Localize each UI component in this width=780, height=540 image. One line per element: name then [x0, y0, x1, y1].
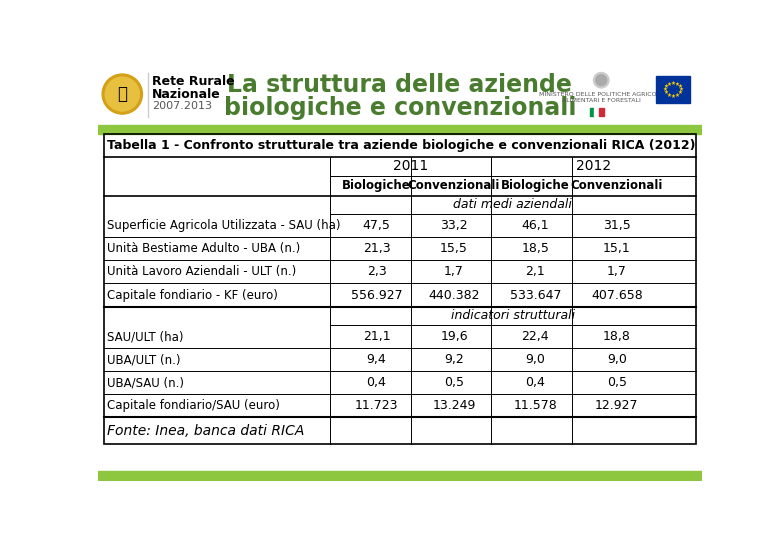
- Text: 15,5: 15,5: [440, 242, 468, 255]
- Text: ★: ★: [679, 87, 683, 92]
- Text: ★: ★: [667, 93, 672, 98]
- Bar: [98, 65, 702, 125]
- Text: Capitale fondiario - KF (euro): Capitale fondiario - KF (euro): [107, 288, 278, 301]
- Text: 19,6: 19,6: [440, 330, 468, 343]
- Bar: [98, 125, 702, 134]
- Text: ALIMENTARI E FORESTALI: ALIMENTARI E FORESTALI: [562, 98, 640, 103]
- Text: 9,0: 9,0: [526, 353, 545, 366]
- Text: 2011: 2011: [393, 159, 428, 173]
- Text: La struttura delle aziende: La struttura delle aziende: [227, 73, 573, 97]
- Text: UBA/ULT (n.): UBA/ULT (n.): [107, 353, 180, 366]
- Text: UBA/SAU (n.): UBA/SAU (n.): [107, 376, 184, 389]
- Text: 15,1: 15,1: [603, 242, 630, 255]
- Text: 18,5: 18,5: [522, 242, 549, 255]
- Text: 18,8: 18,8: [603, 330, 631, 343]
- Circle shape: [102, 74, 143, 114]
- Text: Convenzionali: Convenzionali: [408, 179, 500, 192]
- Text: Superficie Agricola Utilizzata - SAU (ha): Superficie Agricola Utilizzata - SAU (ha…: [107, 219, 340, 232]
- Text: Capitale fondiario/SAU (euro): Capitale fondiario/SAU (euro): [107, 400, 280, 413]
- Text: ★: ★: [675, 93, 679, 98]
- Text: Biologiche: Biologiche: [501, 179, 569, 192]
- Text: biologiche e convenzionali: biologiche e convenzionali: [224, 96, 576, 120]
- Text: 0,5: 0,5: [607, 376, 627, 389]
- Bar: [594, 108, 599, 117]
- Text: Unità Bestiame Adulto - UBA (n.): Unità Bestiame Adulto - UBA (n.): [107, 242, 300, 255]
- Text: SAU/ULT (ha): SAU/ULT (ha): [107, 330, 183, 343]
- Bar: [104, 134, 696, 444]
- Text: 13.249: 13.249: [432, 400, 476, 413]
- Text: Unità Lavoro Aziendali - ULT (n.): Unità Lavoro Aziendali - ULT (n.): [107, 266, 296, 279]
- Text: 22,4: 22,4: [522, 330, 549, 343]
- Text: 0,5: 0,5: [444, 376, 464, 389]
- Text: Tabella 1 - Confronto strutturale tra aziende biologiche e convenzionali RICA (2: Tabella 1 - Confronto strutturale tra az…: [107, 139, 695, 152]
- Text: 440.382: 440.382: [428, 288, 480, 301]
- Text: ★: ★: [677, 90, 682, 96]
- Text: MINISTERO DELLE POLITICHE AGRICOLE: MINISTERO DELLE POLITICHE AGRICOLE: [539, 92, 664, 97]
- Text: 0,4: 0,4: [526, 376, 545, 389]
- Text: 2,1: 2,1: [526, 266, 545, 279]
- Text: indicatori strutturali: indicatori strutturali: [451, 309, 575, 322]
- Text: Fonte: Inea, banca dati RICA: Fonte: Inea, banca dati RICA: [107, 424, 304, 438]
- Text: Convenzionali: Convenzionali: [570, 179, 663, 192]
- Text: Rete Rurale: Rete Rurale: [152, 75, 234, 88]
- Text: ★: ★: [675, 82, 679, 87]
- Text: 9,2: 9,2: [444, 353, 464, 366]
- Circle shape: [105, 77, 140, 111]
- Text: dati medi aziendali: dati medi aziendali: [453, 198, 573, 212]
- Text: Biologiche: Biologiche: [342, 179, 411, 192]
- Text: Nazionale: Nazionale: [152, 87, 221, 100]
- Text: ★: ★: [677, 84, 682, 89]
- Text: 🌿: 🌿: [117, 85, 127, 103]
- Text: 33,2: 33,2: [440, 219, 468, 232]
- Text: ★: ★: [664, 84, 668, 89]
- Text: 1,7: 1,7: [444, 266, 464, 279]
- Text: 556.927: 556.927: [351, 288, 402, 301]
- Text: ★: ★: [671, 93, 675, 98]
- Text: ★: ★: [663, 87, 668, 92]
- Bar: [655, 76, 690, 103]
- Text: 9,4: 9,4: [367, 353, 386, 366]
- Bar: [599, 108, 604, 117]
- Text: 2,3: 2,3: [367, 266, 386, 279]
- Text: 47,5: 47,5: [363, 219, 391, 232]
- Text: 12.927: 12.927: [595, 400, 639, 413]
- Text: ★: ★: [667, 82, 672, 87]
- Text: 21,1: 21,1: [363, 330, 390, 343]
- Text: 2012: 2012: [576, 159, 611, 173]
- Circle shape: [596, 75, 607, 85]
- Text: ★: ★: [664, 90, 668, 96]
- Text: 11.578: 11.578: [513, 400, 557, 413]
- Text: 31,5: 31,5: [603, 219, 630, 232]
- Text: 9,0: 9,0: [607, 353, 626, 366]
- Text: 21,3: 21,3: [363, 242, 390, 255]
- Text: 11.723: 11.723: [355, 400, 399, 413]
- Text: 46,1: 46,1: [522, 219, 549, 232]
- Text: 407.658: 407.658: [591, 288, 643, 301]
- Bar: [98, 471, 702, 481]
- Text: 2007.2013: 2007.2013: [152, 102, 211, 111]
- Circle shape: [594, 72, 609, 88]
- Text: ★: ★: [671, 81, 675, 86]
- Text: 1,7: 1,7: [607, 266, 626, 279]
- Bar: [590, 108, 594, 117]
- Text: 533.647: 533.647: [509, 288, 561, 301]
- Text: 0,4: 0,4: [367, 376, 386, 389]
